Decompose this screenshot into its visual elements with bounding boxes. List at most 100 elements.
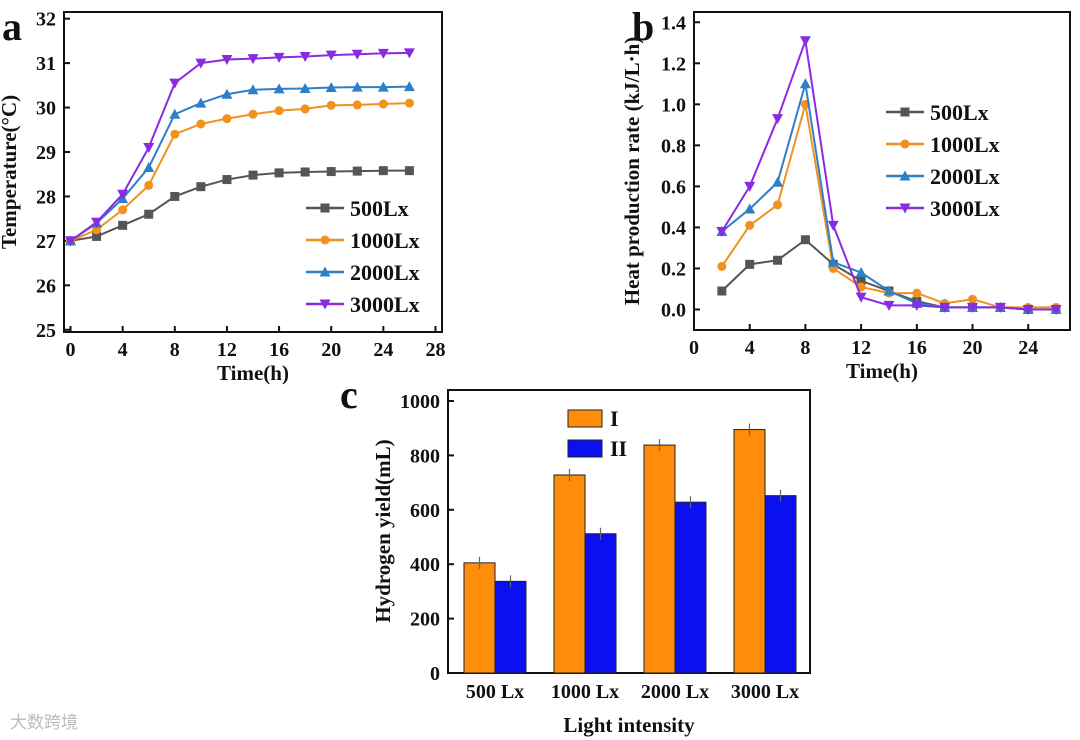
data-point-3000Lx bbox=[744, 181, 756, 192]
data-point-500Lx bbox=[300, 167, 310, 177]
x-tick-label: 4 bbox=[745, 337, 755, 359]
plot-frame bbox=[447, 389, 811, 674]
plot-frame bbox=[63, 11, 443, 333]
x-axis-label: Time(h) bbox=[846, 359, 918, 383]
data-point-500Lx bbox=[352, 166, 362, 176]
x-tick-label: 28 bbox=[425, 339, 445, 361]
data-point-3000Lx bbox=[827, 220, 839, 231]
y-tick-label: 32 bbox=[36, 9, 56, 31]
series-line-3000Lx bbox=[69, 51, 410, 242]
data-point-500Lx bbox=[248, 170, 258, 180]
data-point-3000Lx bbox=[91, 217, 103, 228]
data-point-500Lx bbox=[92, 231, 102, 241]
data-point-1000Lx bbox=[352, 100, 362, 110]
data-point-500Lx bbox=[144, 209, 154, 219]
x-tick-label: 500 Lx bbox=[466, 681, 524, 703]
y-tick-label: 26 bbox=[36, 275, 56, 297]
data-point-3000Lx bbox=[799, 36, 811, 47]
data-point-2000Lx bbox=[377, 81, 389, 92]
data-point-2000Lx bbox=[169, 108, 181, 119]
legend-label: 500Lx bbox=[350, 196, 409, 221]
legend-label: II bbox=[610, 436, 627, 461]
data-point-1000Lx bbox=[717, 261, 727, 271]
data-point-3000Lx bbox=[911, 300, 923, 311]
data-point-3000Lx bbox=[939, 302, 951, 313]
data-point-500Lx bbox=[800, 235, 810, 245]
data-point-1000Lx bbox=[300, 104, 310, 114]
legend-marker bbox=[900, 139, 910, 149]
bar-II bbox=[674, 501, 707, 674]
x-tick-label: 20 bbox=[963, 337, 983, 359]
legend-label: 2000Lx bbox=[350, 260, 420, 285]
legend-swatch bbox=[567, 409, 603, 428]
data-point-2000Lx bbox=[799, 78, 811, 89]
panel-label: b bbox=[632, 4, 654, 49]
y-axis-label: Hydrogen yield(mL) bbox=[371, 439, 395, 622]
x-tick-label: 8 bbox=[170, 339, 180, 361]
y-tick-label: 1000 bbox=[400, 391, 440, 413]
data-point-3000Lx bbox=[221, 55, 233, 66]
x-tick-label: 12 bbox=[851, 337, 871, 359]
legend-label: 1000Lx bbox=[930, 132, 1000, 157]
legend-label: I bbox=[610, 406, 619, 431]
data-point-500Lx bbox=[378, 166, 388, 176]
plot-frame bbox=[693, 11, 1071, 331]
series-line-500Lx bbox=[721, 238, 1057, 311]
data-point-2000Lx bbox=[325, 82, 337, 93]
data-point-1000Lx bbox=[773, 200, 783, 210]
data-point-1000Lx bbox=[274, 106, 284, 116]
y-tick-label: 1.4 bbox=[661, 12, 686, 34]
legend-swatch bbox=[567, 439, 603, 458]
data-point-3000Lx bbox=[117, 189, 129, 200]
legend-label: 3000Lx bbox=[930, 196, 1000, 221]
watermark: 大数跨境 bbox=[10, 713, 78, 733]
bar-II bbox=[584, 533, 617, 674]
legend-marker bbox=[899, 203, 911, 214]
x-tick-label: 3000 Lx bbox=[731, 681, 799, 703]
data-point-2000Lx bbox=[195, 97, 207, 108]
data-point-2000Lx bbox=[855, 267, 867, 278]
legend-marker bbox=[320, 203, 330, 213]
data-point-1000Lx bbox=[404, 98, 414, 108]
legend-label: 2000Lx bbox=[930, 164, 1000, 189]
y-tick-label: 0.0 bbox=[661, 299, 686, 321]
data-point-500Lx bbox=[170, 191, 180, 201]
data-point-500Lx bbox=[717, 286, 727, 296]
bar-I bbox=[643, 444, 676, 674]
y-tick-label: 1.0 bbox=[661, 94, 686, 116]
y-tick-label: 0 bbox=[430, 663, 440, 685]
data-point-2000Lx bbox=[403, 81, 415, 92]
y-tick-label: 31 bbox=[36, 53, 56, 75]
data-point-500Lx bbox=[196, 182, 206, 192]
data-point-2000Lx bbox=[883, 285, 895, 296]
data-point-3000Lx bbox=[855, 292, 867, 303]
y-tick-label: 0.6 bbox=[661, 176, 686, 198]
x-tick-label: 16 bbox=[269, 339, 289, 361]
data-point-500Lx bbox=[274, 168, 284, 178]
x-tick-label: 12 bbox=[217, 339, 237, 361]
legend-label: 3000Lx bbox=[350, 292, 420, 317]
bar-II bbox=[764, 495, 797, 674]
bar-I bbox=[733, 429, 766, 674]
legend-marker bbox=[319, 266, 331, 277]
data-point-2000Lx bbox=[744, 203, 756, 214]
data-point-3000Lx bbox=[143, 143, 155, 154]
x-tick-label: 20 bbox=[321, 339, 341, 361]
x-tick-label: 2000 Lx bbox=[641, 681, 709, 703]
y-tick-label: 1.2 bbox=[661, 53, 686, 75]
bar-I bbox=[463, 562, 496, 674]
data-point-2000Lx bbox=[827, 256, 839, 267]
x-tick-label: 4 bbox=[118, 339, 128, 361]
data-point-500Lx bbox=[404, 166, 414, 176]
data-point-1000Lx bbox=[745, 220, 755, 230]
x-tick-label: 24 bbox=[1018, 337, 1038, 359]
y-tick-label: 29 bbox=[36, 142, 56, 164]
data-point-500Lx bbox=[326, 167, 336, 177]
data-point-1000Lx bbox=[248, 109, 258, 119]
legend-marker bbox=[320, 235, 330, 245]
data-point-3000Lx bbox=[883, 300, 895, 311]
y-tick-label: 27 bbox=[36, 231, 56, 253]
data-point-3000Lx bbox=[994, 302, 1006, 313]
